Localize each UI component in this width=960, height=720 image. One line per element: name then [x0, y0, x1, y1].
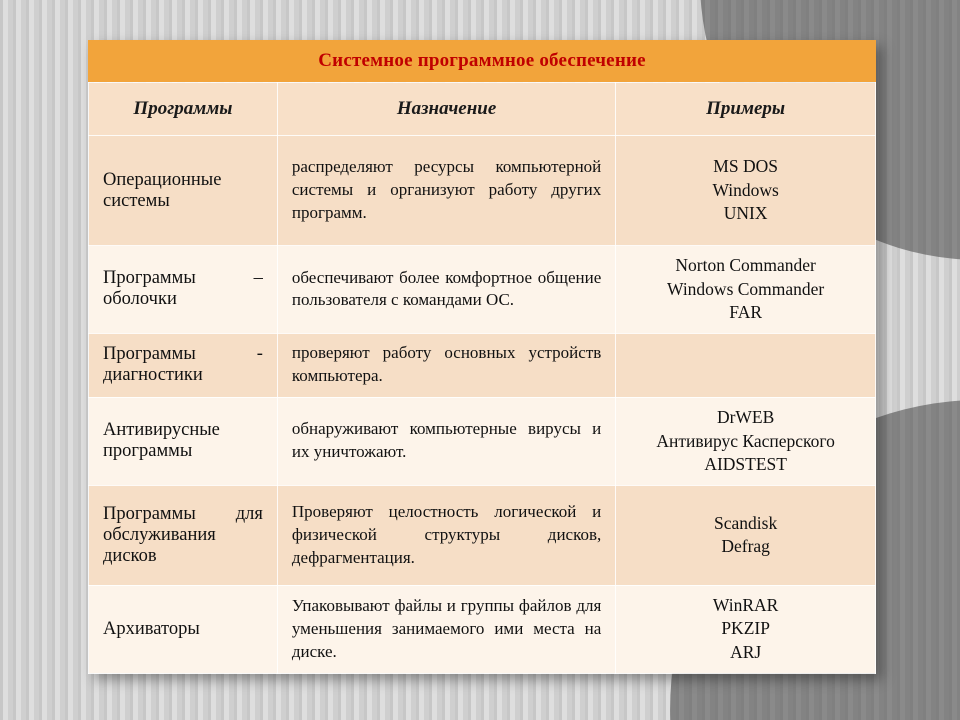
program-purpose: проверяют работу основных устройств комп…	[276, 332, 617, 398]
column-header-purpose: Назначение	[276, 82, 617, 136]
system-software-table: Программы Назначение Примеры Операционны…	[88, 82, 876, 674]
program-name: Операционные системы	[88, 135, 278, 246]
page-title: Системное программное обеспечение	[88, 40, 876, 82]
program-examples: DrWEB Антивирус Касперского AIDSTEST	[615, 396, 876, 486]
program-name: Антивирусные программы	[88, 396, 278, 486]
program-name: Программы для обслуживания дисков	[88, 484, 278, 586]
program-name: Программы - диагностики	[88, 332, 278, 398]
table-header-row: Программы Назначение Примеры	[88, 82, 876, 136]
program-purpose: распределяют ресурсы компьютерной систем…	[276, 135, 617, 246]
table-row: Программы для обслуживания дисков Провер…	[88, 484, 876, 586]
table-row: Программы - диагностики проверяют работу…	[88, 332, 876, 398]
table-row: Программы – оболочки обеспечивают более …	[88, 245, 876, 334]
program-examples	[615, 332, 876, 398]
program-examples: WinRAR PKZIP ARJ	[615, 584, 876, 674]
table-row: Операционные системы распределяют ресурс…	[88, 135, 876, 246]
program-purpose: обнаруживают компьютерные вирусы и их ун…	[276, 396, 617, 486]
program-name: Архиваторы	[88, 584, 278, 674]
program-examples: Norton Commander Windows Commander FAR	[615, 245, 876, 334]
table-row: Антивирусные программы обнаруживают комп…	[88, 396, 876, 486]
software-table-container: Системное программное обеспечение Програ…	[88, 40, 876, 674]
column-header-programs: Программы	[88, 82, 278, 136]
program-purpose: Упаковывают файлы и группы файлов для ум…	[276, 584, 617, 674]
column-header-examples: Примеры	[615, 82, 876, 136]
program-name: Программы – оболочки	[88, 245, 278, 334]
program-examples: MS DOS Windows UNIX	[615, 135, 876, 246]
table-row: Архиваторы Упаковывают файлы и группы фа…	[88, 584, 876, 674]
program-purpose: обеспечивают более комфортное общение по…	[276, 245, 617, 334]
program-examples: Scandisk Defrag	[615, 484, 876, 586]
program-purpose: Проверяют целостность логической и физич…	[276, 484, 617, 586]
